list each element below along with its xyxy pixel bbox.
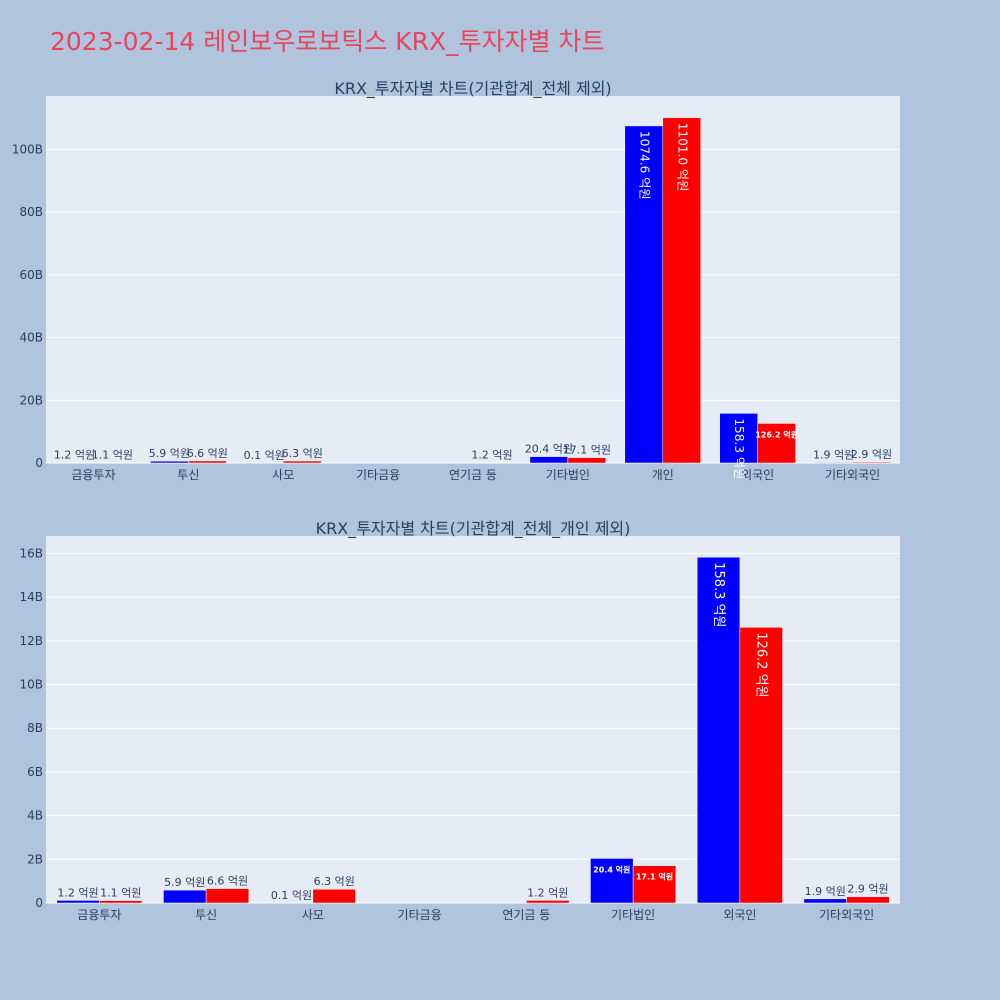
data-label: 1.9 억원 — [805, 885, 846, 898]
data-label: 1074.6 억원 — [637, 131, 651, 200]
data-label: 2.9 억원 — [851, 448, 892, 461]
y-tick-label: 40B — [19, 331, 43, 345]
data-label: 6.3 억원 — [314, 875, 355, 888]
x-tick-label: 기타금융 — [398, 908, 442, 922]
data-label: 1.2 억원 — [57, 886, 98, 899]
y-tick-label: 14B — [19, 590, 43, 604]
data-label: 158.3 억원 — [732, 418, 746, 479]
x-tick-label: 금융투자 — [77, 908, 121, 922]
chart-title: KRX_투자자별 차트(기관합계_전체 제외) — [334, 79, 611, 99]
bar — [188, 460, 227, 464]
bar — [814, 462, 853, 464]
y-tick-label: 8B — [27, 721, 43, 735]
y-tick-label: 20B — [19, 393, 43, 407]
data-label: 126.2 억원 — [755, 429, 798, 439]
y-tick-label: 6B — [27, 765, 43, 779]
y-tick-label: 60B — [19, 268, 43, 282]
y-tick-label: 0 — [35, 456, 43, 470]
y-tick-label: 10B — [19, 678, 43, 692]
data-label: 6.6 억원 — [207, 875, 248, 888]
bar — [56, 900, 100, 904]
bar — [852, 461, 891, 464]
x-tick-label: 금융투자 — [71, 468, 115, 482]
data-label: 1101.0 억원 — [675, 123, 689, 192]
y-tick-label: 100B — [12, 142, 43, 156]
x-tick-label: 기타외국인 — [819, 908, 874, 922]
y-tick-label: 2B — [27, 852, 43, 866]
x-tick-label: 투신 — [177, 468, 199, 482]
y-tick-label: 16B — [19, 546, 43, 560]
data-label: 1.1 억원 — [92, 449, 133, 462]
investor-chart-total: 0 20B 40B 60B 80B 100B KRX_투자자별 차트(기관합계_전체 제외)… — [12, 79, 900, 482]
data-label: 1.9 억원 — [813, 448, 854, 461]
chart-title: KRX_투자자별 차트(기관합계_전체_개인 제외) — [316, 519, 631, 539]
bar — [529, 456, 569, 464]
bar — [99, 900, 143, 904]
data-label: 1.1 억원 — [100, 887, 141, 900]
y-tick-label: 80B — [19, 205, 43, 219]
data-label: 158.3 억원 — [711, 562, 726, 627]
data-label: 1.2 억원 — [527, 886, 568, 899]
page-title: 2023-02-14 레인보우로보틱스 KRX_투자자별 차트 — [50, 27, 605, 56]
data-label: 0.1 억원 — [271, 889, 312, 902]
x-tick-label: 외국인 — [741, 468, 774, 482]
bar — [696, 556, 741, 904]
x-tick-label: 기타법인 — [611, 908, 655, 922]
x-tick-label: 사모 — [302, 908, 324, 922]
x-tick-label: 투신 — [195, 908, 217, 922]
data-label: 5.9 억원 — [164, 876, 205, 889]
bar — [567, 457, 607, 464]
data-label: 1.2 억원 — [471, 449, 512, 462]
x-tick-label: 연기금 등 — [449, 468, 497, 482]
bar — [282, 460, 322, 464]
x-tick-label: 기타법인 — [546, 468, 590, 482]
y-tick-label: 0 — [35, 896, 43, 910]
bar — [662, 117, 701, 464]
y-tick-label: 12B — [19, 634, 43, 648]
bar — [150, 460, 189, 464]
data-label: 20.4 억원 — [525, 443, 573, 456]
plot-area — [46, 96, 900, 463]
x-tick-label: 기타외국인 — [825, 468, 880, 482]
bar — [163, 889, 207, 904]
data-label: 5.9 억원 — [149, 447, 190, 460]
y-tick-label: 4B — [27, 809, 43, 823]
data-label: 6.3 억원 — [282, 447, 323, 460]
bar — [624, 125, 664, 464]
data-label: 17.1 억원 — [636, 872, 673, 882]
bar — [846, 896, 890, 904]
bar — [757, 423, 796, 464]
plot-area — [46, 536, 900, 903]
bar — [205, 888, 250, 904]
bar — [632, 865, 677, 904]
data-label: 6.6 억원 — [187, 447, 228, 460]
data-label: 0.1 억원 — [244, 449, 285, 462]
data-label: 2.9 억원 — [847, 883, 888, 896]
data-label: 17.1 억원 — [563, 444, 611, 457]
data-label: 1.2 억원 — [54, 449, 95, 462]
bar — [739, 627, 783, 904]
x-tick-label: 기타금융 — [356, 468, 400, 482]
x-tick-label: 사모 — [272, 468, 294, 482]
data-label: 20.4 억원 — [593, 864, 630, 874]
x-tick-label: 연기금 등 — [502, 908, 550, 922]
x-tick-label: 외국인 — [723, 908, 756, 922]
bar — [803, 898, 847, 904]
x-tick-label: 개인 — [652, 468, 674, 482]
bar — [526, 900, 570, 904]
bar — [590, 858, 634, 904]
data-label: 126.2 억원 — [754, 632, 769, 697]
bar — [312, 888, 356, 904]
